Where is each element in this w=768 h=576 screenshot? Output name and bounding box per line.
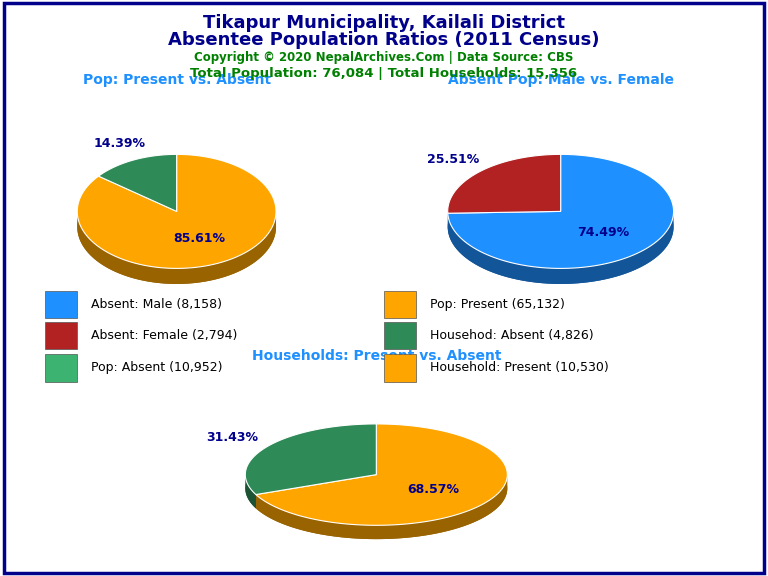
FancyBboxPatch shape (45, 322, 77, 350)
Text: 14.39%: 14.39% (94, 137, 145, 150)
Text: Pop: Absent (10,952): Pop: Absent (10,952) (91, 362, 222, 374)
Text: Absent: Male (8,158): Absent: Male (8,158) (91, 298, 222, 311)
Text: 31.43%: 31.43% (206, 431, 258, 444)
Polygon shape (448, 154, 674, 268)
Text: 25.51%: 25.51% (428, 153, 480, 165)
FancyBboxPatch shape (384, 322, 415, 350)
Polygon shape (78, 154, 276, 268)
Text: 85.61%: 85.61% (174, 232, 225, 245)
FancyBboxPatch shape (45, 291, 77, 318)
Polygon shape (256, 424, 508, 525)
Polygon shape (78, 211, 276, 284)
Polygon shape (448, 170, 674, 284)
Text: 74.49%: 74.49% (577, 226, 629, 238)
Text: 68.57%: 68.57% (407, 483, 459, 495)
Polygon shape (245, 438, 376, 509)
Polygon shape (448, 170, 561, 229)
Text: Total Population: 76,084 | Total Households: 15,356: Total Population: 76,084 | Total Househo… (190, 67, 578, 80)
Text: Pop: Present (65,132): Pop: Present (65,132) (430, 298, 564, 311)
Polygon shape (245, 475, 256, 509)
Polygon shape (448, 211, 674, 284)
Text: Absentee Population Ratios (2011 Census): Absentee Population Ratios (2011 Census) (168, 31, 600, 50)
FancyBboxPatch shape (45, 354, 77, 382)
FancyBboxPatch shape (384, 354, 415, 382)
Text: Tikapur Municipality, Kailali District: Tikapur Municipality, Kailali District (203, 14, 565, 32)
Text: Household: Present (10,530): Household: Present (10,530) (430, 362, 609, 374)
Polygon shape (448, 154, 561, 213)
Title: Pop: Present vs. Absent: Pop: Present vs. Absent (83, 73, 270, 87)
Polygon shape (256, 475, 508, 539)
Title: Absent Pop: Male vs. Female: Absent Pop: Male vs. Female (448, 73, 674, 87)
Polygon shape (98, 154, 177, 211)
Text: Absent: Female (2,794): Absent: Female (2,794) (91, 329, 237, 342)
Title: Households: Present vs. Absent: Households: Present vs. Absent (252, 349, 501, 363)
Text: Househod: Absent (4,826): Househod: Absent (4,826) (430, 329, 594, 342)
Polygon shape (78, 170, 276, 284)
Polygon shape (98, 170, 177, 211)
Text: Copyright © 2020 NepalArchives.Com | Data Source: CBS: Copyright © 2020 NepalArchives.Com | Dat… (194, 51, 574, 64)
Polygon shape (245, 424, 376, 495)
Polygon shape (256, 438, 508, 539)
FancyBboxPatch shape (384, 291, 415, 318)
